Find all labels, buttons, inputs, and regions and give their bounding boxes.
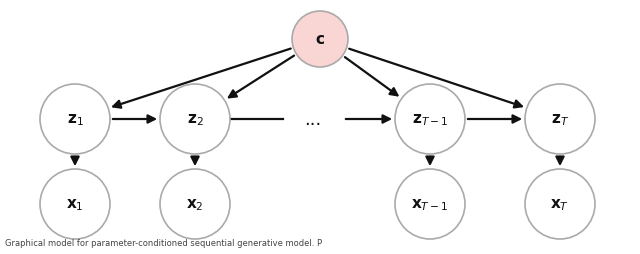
Text: ...: ...	[305, 110, 322, 129]
Text: $\mathbf{z}_{T-1}$: $\mathbf{z}_{T-1}$	[412, 112, 448, 127]
Circle shape	[160, 169, 230, 239]
Circle shape	[40, 85, 110, 154]
Circle shape	[40, 169, 110, 239]
Text: $\mathbf{z}_1$: $\mathbf{z}_1$	[67, 112, 83, 127]
Text: $\mathbf{x}_2$: $\mathbf{x}_2$	[186, 196, 204, 212]
Text: $\mathbf{x}_T$: $\mathbf{x}_T$	[550, 196, 570, 212]
Text: $\mathbf{c}$: $\mathbf{c}$	[315, 32, 325, 47]
Text: $\mathbf{z}_T$: $\mathbf{z}_T$	[551, 112, 569, 127]
Circle shape	[525, 169, 595, 239]
Circle shape	[395, 85, 465, 154]
Text: $\mathbf{x}_{T-1}$: $\mathbf{x}_{T-1}$	[412, 196, 449, 212]
Circle shape	[160, 85, 230, 154]
Text: $\mathbf{x}_1$: $\mathbf{x}_1$	[66, 196, 84, 212]
Circle shape	[292, 12, 348, 68]
Circle shape	[525, 85, 595, 154]
Text: $\mathbf{z}_2$: $\mathbf{z}_2$	[187, 112, 204, 127]
Circle shape	[395, 169, 465, 239]
Text: Graphical model for parameter-conditioned sequential generative model. P: Graphical model for parameter-conditione…	[5, 238, 322, 247]
